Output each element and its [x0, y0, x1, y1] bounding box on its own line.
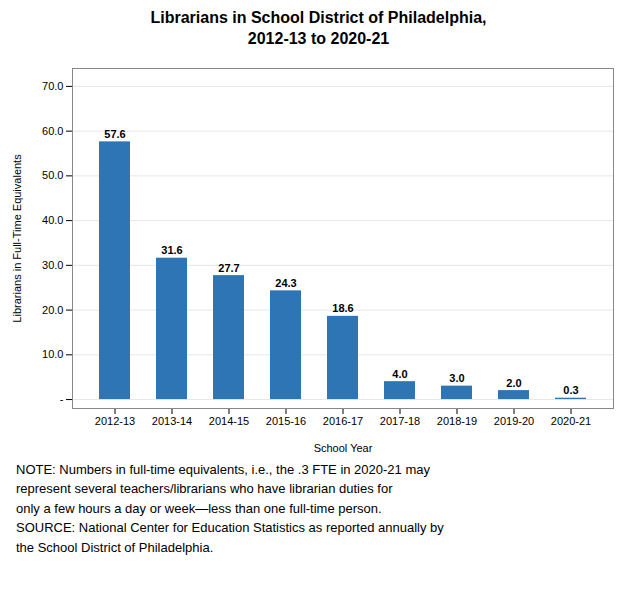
svg-text:2013-14: 2013-14 [152, 415, 192, 427]
svg-text:School Year: School Year [314, 441, 373, 453]
svg-text:4.0: 4.0 [392, 367, 407, 379]
svg-text:30.0: 30.0 [42, 258, 63, 270]
svg-text:31.6: 31.6 [161, 244, 182, 256]
svg-text:Librarians in Full-Time Equiva: Librarians in Full-Time Equivalents [11, 153, 23, 322]
svg-text:2.0: 2.0 [506, 376, 521, 388]
svg-text:2014-15: 2014-15 [209, 415, 249, 427]
svg-text:2016-17: 2016-17 [323, 415, 363, 427]
svg-text:50.0: 50.0 [42, 169, 63, 181]
svg-text:57.6: 57.6 [104, 127, 125, 139]
svg-text:2015-16: 2015-16 [266, 415, 306, 427]
svg-text:10.0: 10.0 [42, 348, 63, 360]
svg-text:3.0: 3.0 [449, 372, 464, 384]
svg-text:0.3: 0.3 [563, 384, 578, 396]
html-text:Librarians in School District: Librarians in School District of Philade… [150, 9, 487, 47]
svg-text:2018-19: 2018-19 [437, 415, 477, 427]
svg-text:20.0: 20.0 [42, 303, 63, 315]
html-text:NOTE: Numbers in full-time equ: NOTE: Numbers in full-time equivalents, … [16, 461, 444, 555]
svg-text:40.0: 40.0 [42, 214, 63, 226]
svg-text:27.7: 27.7 [218, 261, 239, 273]
svg-text:60.0: 60.0 [42, 124, 63, 136]
svg-text:24.3: 24.3 [275, 276, 296, 288]
svg-text:2019-20: 2019-20 [494, 415, 534, 427]
svg-text:2020-21: 2020-21 [551, 415, 591, 427]
svg-text:-: - [60, 393, 64, 405]
svg-text:2012-13: 2012-13 [95, 415, 135, 427]
svg-text:2017-18: 2017-18 [380, 415, 420, 427]
svg-text:18.6: 18.6 [332, 302, 353, 314]
svg-text:70.0: 70.0 [42, 80, 63, 92]
